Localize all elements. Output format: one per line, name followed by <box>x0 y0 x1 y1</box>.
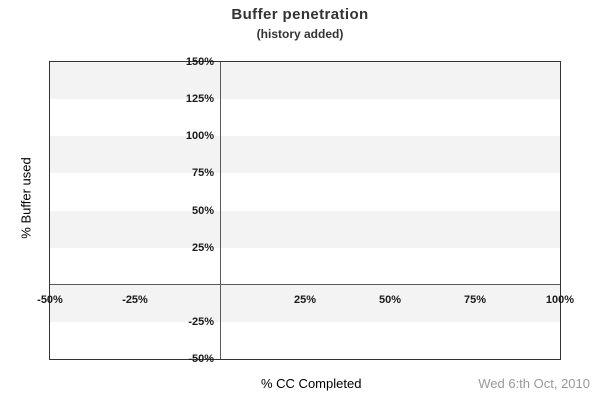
y-tick-label: 75% <box>191 167 214 180</box>
chart-title: Buffer penetration <box>231 6 369 23</box>
y-tick-label: 125% <box>185 93 214 106</box>
y-tick-label: -50% <box>188 353 214 365</box>
chart-subtitle: (history added) <box>256 27 344 41</box>
y-axis-line <box>219 62 221 359</box>
grid-band <box>50 284 560 322</box>
x-tick-label: 75% <box>463 293 487 306</box>
x-tick-label: -25% <box>122 293 148 306</box>
grid-band <box>50 210 560 248</box>
x-tick-label: 25% <box>293 293 317 306</box>
date-stamp: Wed 6:th Oct, 2010 <box>478 376 590 391</box>
y-axis-title: % Buffer used <box>18 157 34 239</box>
y-tick-label: 25% <box>191 241 214 254</box>
plot-area: 150% 125% 100% 75% 50% 25% -25% -50% -50% -25% 25%… <box>37 56 574 365</box>
x-axis-line <box>50 284 560 286</box>
grid-band <box>50 136 560 174</box>
y-tick-label: 100% <box>185 130 214 143</box>
y-tick-label: -25% <box>188 315 214 328</box>
y-tick-label: 50% <box>191 204 214 217</box>
grid-band <box>50 62 560 100</box>
y-tick-label: 150% <box>185 56 214 68</box>
x-tick-label: 50% <box>378 293 402 306</box>
x-tick-label: 100% <box>545 293 575 306</box>
x-tick-label: -50% <box>37 293 63 306</box>
x-axis-title: % CC Completed <box>261 376 362 391</box>
